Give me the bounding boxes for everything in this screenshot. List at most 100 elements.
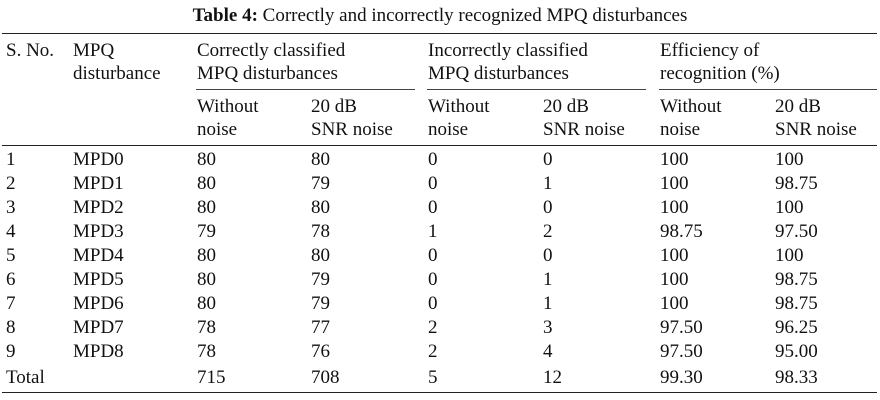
header-correct-line2: MPQ disturbances [197,63,338,84]
cell-total-label: Total [6,367,45,388]
subheader-incorrect-without-line1: Without [428,96,490,117]
cell-efficiency-without: 100 [660,197,689,218]
top-rule [2,33,877,34]
cell-correct-without: 78 [197,317,216,338]
subheader-incorrect-without-line2: noise [428,119,469,140]
cell-mpd: MPD7 [73,317,124,338]
header-mpq-line2: disturbance [73,63,161,84]
cell-mpd: MPD6 [73,293,124,314]
cell-incorrect-without: 0 [428,197,438,218]
cell-correct-without: 80 [197,149,216,170]
cell-correct-without: 80 [197,245,216,266]
subheader-efficiency-snr-line1: 20 dB [775,96,821,117]
cell-mpd: MPD2 [73,197,124,218]
cell-sno: 8 [6,317,16,338]
cell-efficiency-without: 100 [660,149,689,170]
header-correct-line1: Correctly classified [197,40,346,61]
cell-incorrect-without: 1 [428,221,438,242]
cell-sno: 1 [6,149,16,170]
cell-efficiency-snr: 95.00 [775,341,818,362]
header-incorrect-line1: Incorrectly classified [428,40,588,61]
cell-correct-snr: 708 [311,367,340,388]
cell-sno: 9 [6,341,16,362]
cell-correct-snr: 78 [311,221,330,242]
cell-correct-snr: 76 [311,341,330,362]
cell-sno: 4 [6,221,16,242]
subheader-efficiency-without-line2: noise [660,119,701,140]
cell-efficiency-without: 98.75 [660,221,703,242]
cell-correct-snr: 80 [311,149,330,170]
cell-incorrect-snr: 3 [543,317,553,338]
cell-efficiency-without: 100 [660,293,689,314]
subheader-correct-snr-line2: SNR noise [311,119,393,140]
header-mpq-line1: MPQ [73,40,115,61]
cell-incorrect-snr: 1 [543,269,553,290]
group-rule-correct [196,89,415,90]
cell-sno: 5 [6,245,16,266]
subheader-correct-without-line2: noise [197,119,238,140]
cell-incorrect-without: 2 [428,341,438,362]
cell-efficiency-without: 100 [660,269,689,290]
cell-correct-snr: 79 [311,173,330,194]
cell-correct-without: 715 [197,367,226,388]
bottom-rule [2,392,877,393]
cell-efficiency-snr: 98.75 [775,173,818,194]
cell-efficiency-without: 100 [660,245,689,266]
group-rule-efficiency [659,89,877,90]
cell-incorrect-snr: 2 [543,221,553,242]
cell-efficiency-snr: 100 [775,149,804,170]
cell-efficiency-snr: 96.25 [775,317,818,338]
cell-correct-without: 80 [197,269,216,290]
cell-mpd: MPD1 [73,173,124,194]
cell-correct-snr: 80 [311,245,330,266]
subheader-correct-snr-line1: 20 dB [311,96,357,117]
group-rule-incorrect [427,89,646,90]
cell-efficiency-snr: 98.75 [775,293,818,314]
header-efficiency-line2: recognition (%) [660,63,780,84]
cell-incorrect-without: 2 [428,317,438,338]
subheader-efficiency-snr-line2: SNR noise [775,119,857,140]
cell-efficiency-without: 97.50 [660,341,703,362]
cell-efficiency-without: 100 [660,173,689,194]
cell-efficiency-snr: 98.75 [775,269,818,290]
cell-incorrect-without: 0 [428,293,438,314]
cell-incorrect-without: 0 [428,173,438,194]
cell-correct-snr: 80 [311,197,330,218]
header-incorrect-line2: MPQ disturbances [428,63,569,84]
cell-incorrect-without: 0 [428,245,438,266]
cell-mpd: MPD8 [73,341,124,362]
caption-text: Correctly and incorrectly recognized MPQ… [262,5,688,26]
cell-correct-snr: 79 [311,293,330,314]
caption-label: Table 4: [192,5,258,26]
cell-efficiency-without: 99.30 [660,367,703,388]
cell-sno: 6 [6,269,16,290]
cell-incorrect-snr: 0 [543,197,553,218]
header-sno: S. No. [6,40,55,61]
cell-incorrect-snr: 4 [543,341,553,362]
cell-efficiency-snr: 97.50 [775,221,818,242]
subheader-incorrect-snr-line2: SNR noise [543,119,625,140]
subheader-correct-without-line1: Without [197,96,259,117]
cell-sno: 7 [6,293,16,314]
cell-incorrect-without: 0 [428,269,438,290]
cell-efficiency-snr: 100 [775,197,804,218]
header-efficiency-line1: Efficiency of [660,40,760,61]
cell-sno: 2 [6,173,16,194]
cell-efficiency-snr: 100 [775,245,804,266]
cell-correct-without: 80 [197,173,216,194]
cell-incorrect-without: 0 [428,149,438,170]
cell-correct-without: 78 [197,341,216,362]
cell-efficiency-snr: 98.33 [775,367,818,388]
cell-incorrect-snr: 1 [543,293,553,314]
cell-incorrect-snr: 1 [543,173,553,194]
table-caption: Table 4: Correctly and incorrectly recog… [0,4,880,28]
subheader-incorrect-snr-line1: 20 dB [543,96,589,117]
subheader-efficiency-without-line1: Without [660,96,722,117]
cell-incorrect-snr: 0 [543,149,553,170]
cell-incorrect-snr: 0 [543,245,553,266]
cell-correct-snr: 79 [311,269,330,290]
cell-incorrect-snr: 12 [543,367,562,388]
cell-sno: 3 [6,197,16,218]
cell-mpd: MPD5 [73,269,124,290]
cell-correct-snr: 77 [311,317,330,338]
